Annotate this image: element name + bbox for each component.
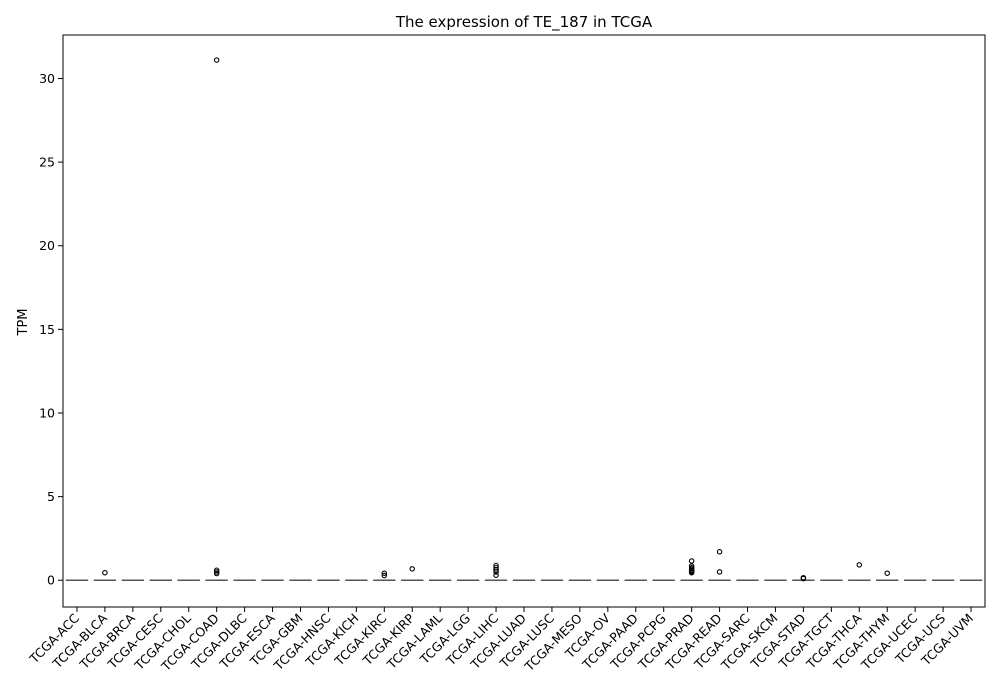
outlier-point	[213, 57, 220, 63]
outlier-point	[381, 572, 388, 579]
outlier-point	[688, 569, 695, 576]
outlier-point	[688, 558, 695, 564]
box-tcga-lihc	[484, 562, 508, 582]
outlier-point	[493, 572, 499, 578]
y-tick-label: 30	[39, 71, 55, 86]
outlier-point	[493, 567, 499, 573]
box-tcga-thca	[848, 562, 871, 582]
outlier-point	[213, 570, 220, 577]
box-tcga-coad	[205, 57, 228, 582]
outlier-point	[213, 567, 220, 573]
x-axis: TCGA-ACCTCGA-BLCATCGA-BRCATCGA-CESCTCGA-…	[26, 607, 976, 675]
y-tick-label: 25	[39, 155, 55, 170]
plot-area	[65, 57, 983, 582]
outlier-point	[884, 570, 890, 576]
y-tick-label: 15	[39, 322, 55, 337]
y-tick-label: 5	[47, 489, 55, 504]
box-tcga-kirp	[401, 566, 424, 582]
y-axis-title: TPM	[16, 309, 31, 337]
y-tick-label: 20	[39, 238, 55, 253]
box-tcga-read	[708, 549, 731, 582]
outlier-point	[102, 569, 108, 576]
outlier-point	[213, 569, 220, 575]
box-tcga-kirc	[373, 570, 396, 582]
outlier-point	[716, 569, 723, 575]
chart-title: The expression of TE_187 in TCGA	[395, 13, 653, 32]
plot-frame	[62, 34, 986, 608]
y-tick-label: 10	[39, 405, 55, 420]
y-tick-label: 0	[47, 573, 55, 588]
outlier-point	[800, 575, 807, 582]
outlier-point	[381, 570, 388, 576]
box-tcga-blca	[93, 569, 117, 582]
outlier-point	[493, 569, 499, 575]
box-tcga-stad	[792, 574, 815, 582]
outlier-point	[409, 566, 415, 572]
box-tcga-thym	[876, 570, 899, 582]
outlier-point	[716, 549, 723, 555]
y-axis: 0 5 10 15 20 25 30	[39, 71, 63, 588]
outlier-point	[856, 562, 863, 568]
box-tcga-prad	[680, 558, 703, 582]
